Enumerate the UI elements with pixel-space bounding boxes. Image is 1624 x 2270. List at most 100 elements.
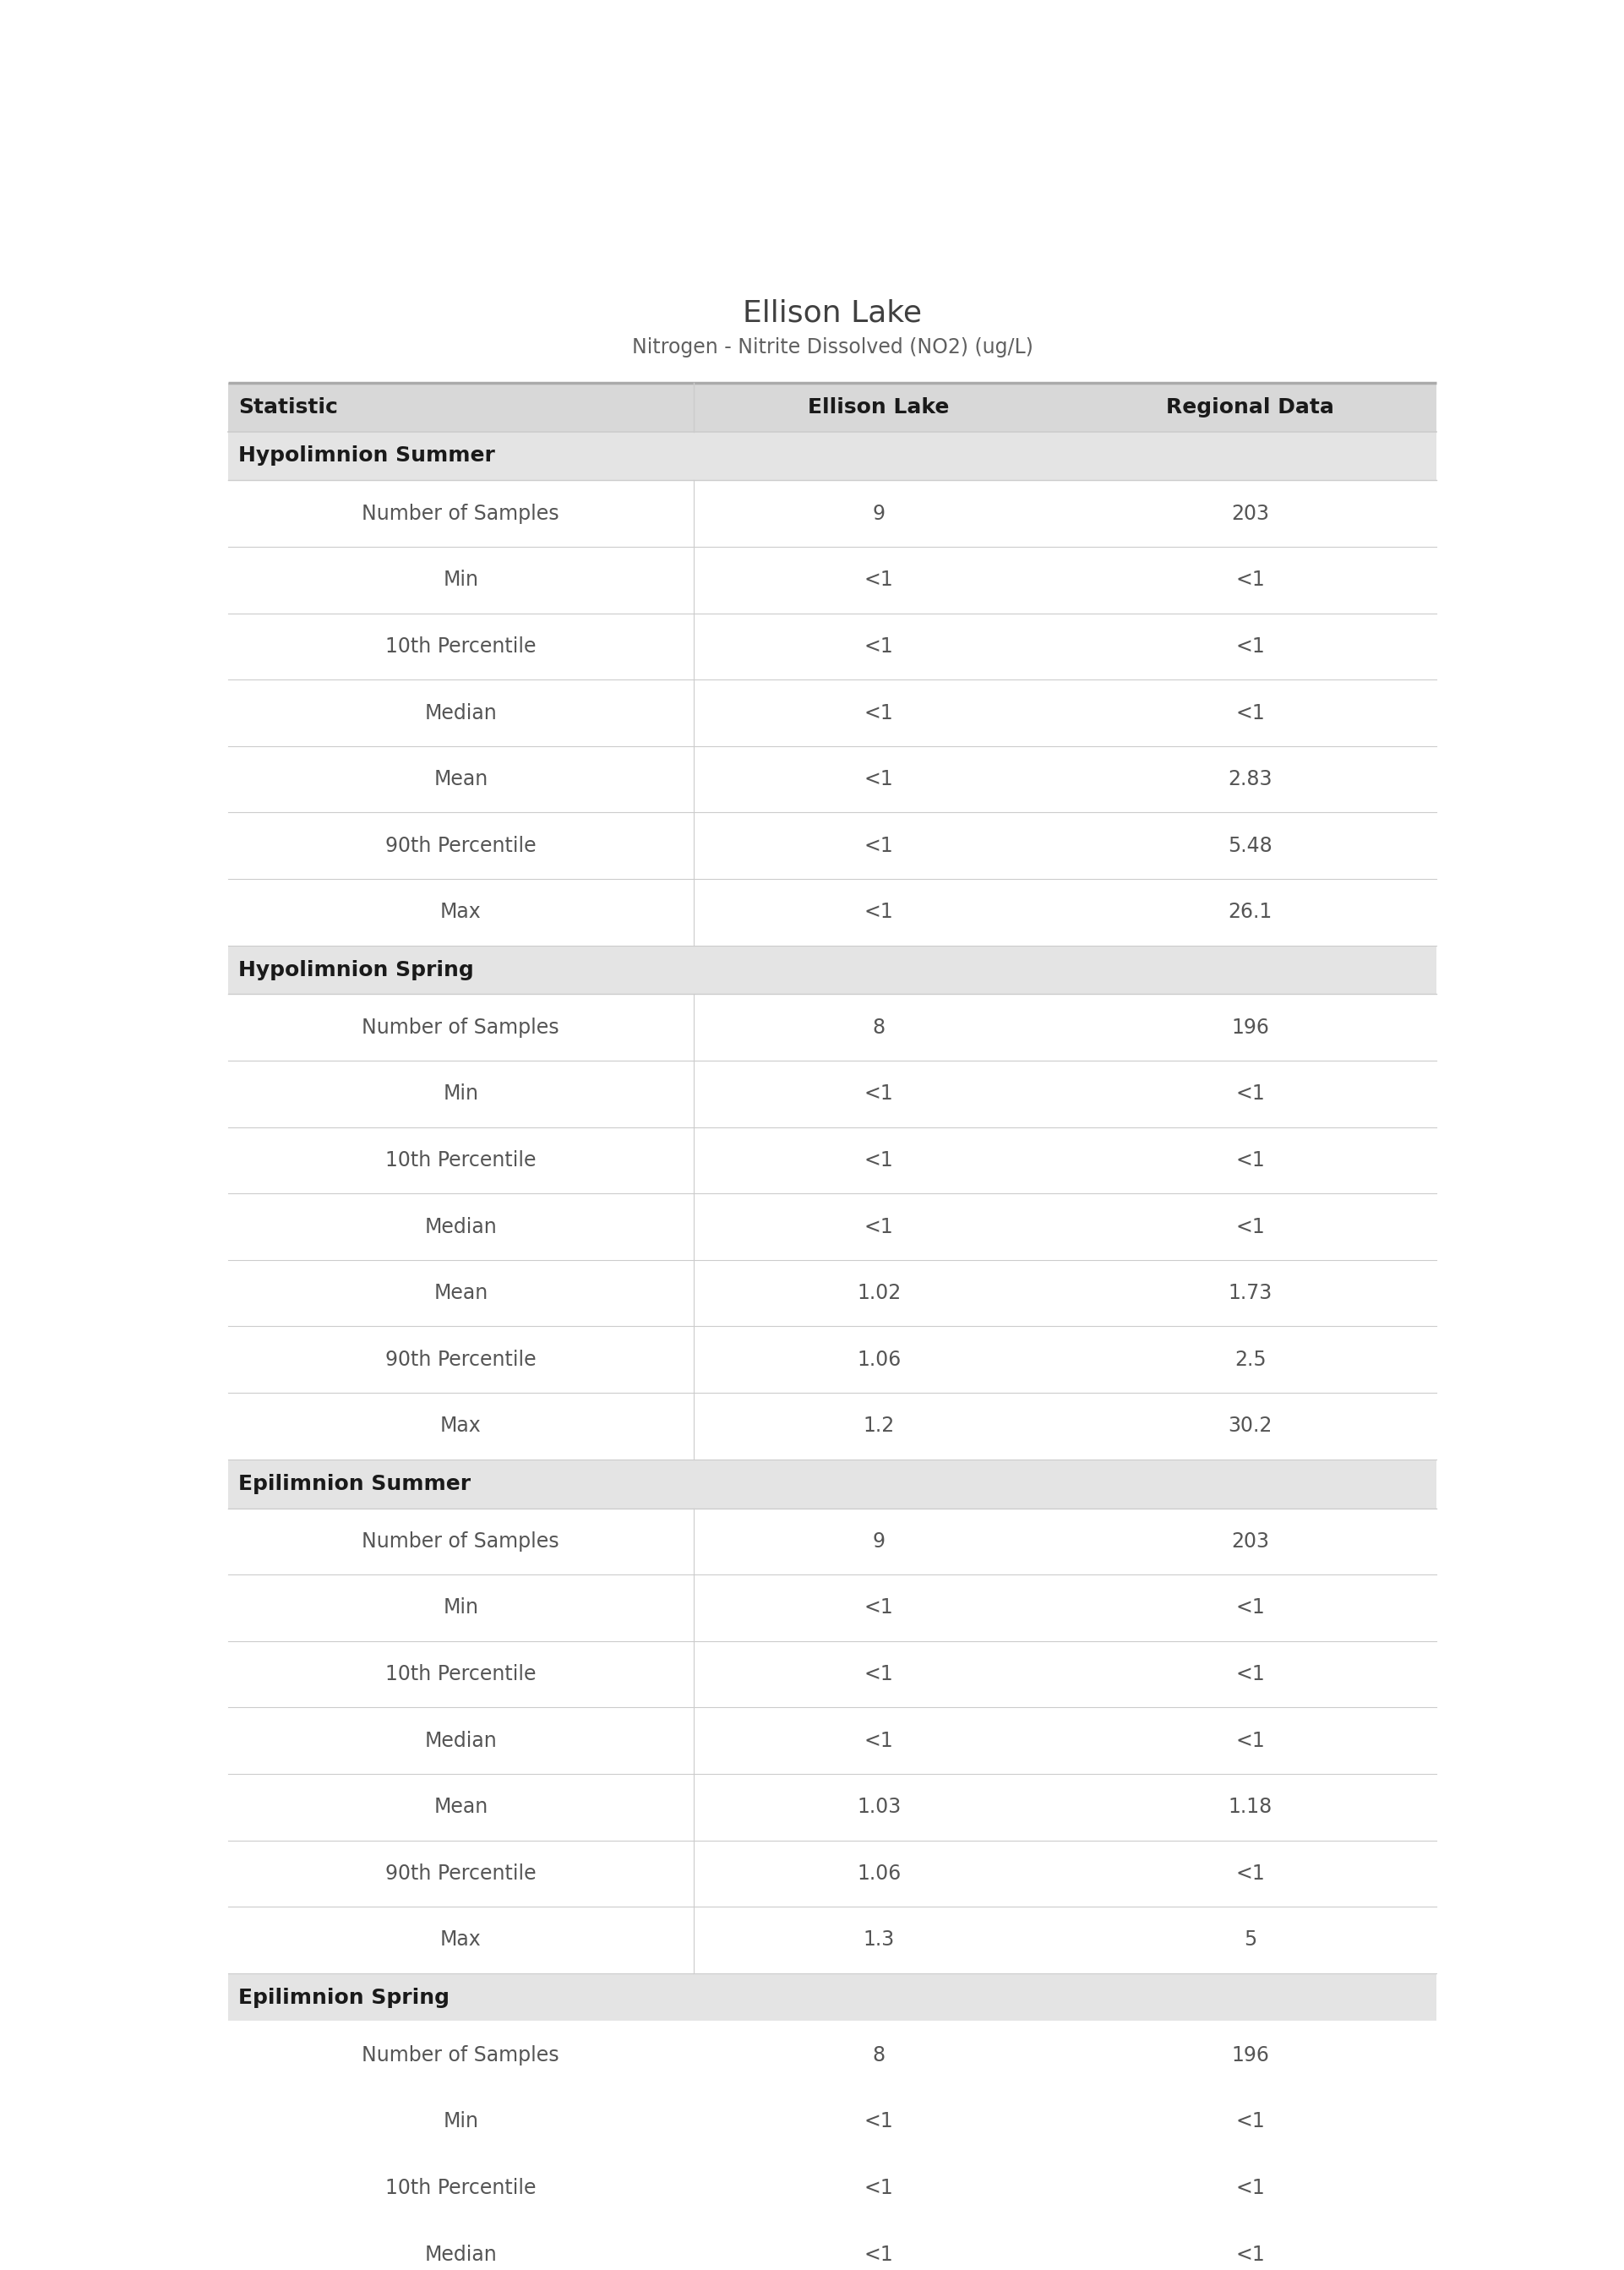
Text: 2.5: 2.5 [1234, 1348, 1267, 1369]
Text: <1: <1 [864, 570, 893, 590]
Text: Regional Data: Regional Data [1166, 397, 1335, 418]
Text: <1: <1 [1236, 1083, 1265, 1103]
Bar [227, 1507, 1436, 1575]
Text: Min: Min [443, 1083, 479, 1103]
Text: 9: 9 [872, 1532, 885, 1550]
Text: 196: 196 [1231, 1017, 1270, 1037]
Text: Min: Min [443, 570, 479, 590]
Bar [227, 613, 1436, 679]
Bar [227, 547, 1436, 613]
Text: 5: 5 [1244, 1930, 1257, 1950]
Text: <1: <1 [1236, 1151, 1265, 1171]
Text: Mean: Mean [434, 1798, 487, 1818]
Text: <1: <1 [1236, 1598, 1265, 1619]
Bar [227, 1460, 1436, 1507]
Text: 2.83: 2.83 [1228, 770, 1273, 790]
Text: Number of Samples: Number of Samples [362, 2045, 559, 2066]
Text: Ellison Lake: Ellison Lake [742, 300, 922, 327]
Text: 1.18: 1.18 [1228, 1798, 1273, 1818]
Text: Mean: Mean [434, 1283, 487, 1303]
Text: 196: 196 [1231, 2045, 1270, 2066]
Bar [227, 1773, 1436, 1841]
Bar [227, 2154, 1436, 2222]
Text: Median: Median [424, 2245, 497, 2265]
Text: 1.2: 1.2 [862, 1416, 895, 1437]
Text: Median: Median [424, 704, 497, 724]
Bar [227, 1973, 1436, 2023]
Text: 1.06: 1.06 [857, 1864, 901, 1884]
Text: <1: <1 [1236, 1730, 1265, 1750]
Text: <1: <1 [864, 1151, 893, 1171]
Text: 1.03: 1.03 [857, 1798, 901, 1818]
Bar [227, 2088, 1436, 2154]
Text: <1: <1 [864, 1598, 893, 1619]
Bar [227, 384, 1436, 431]
Text: Mean: Mean [434, 770, 487, 790]
Text: <1: <1 [1236, 1217, 1265, 1237]
Bar [227, 1575, 1436, 1641]
Bar [227, 1326, 1436, 1394]
Text: <1: <1 [864, 835, 893, 856]
Bar [227, 944, 1436, 994]
Text: 90th Percentile: 90th Percentile [385, 835, 536, 856]
Bar [227, 679, 1436, 747]
Text: 26.1: 26.1 [1228, 901, 1273, 922]
Text: Median: Median [424, 1217, 497, 1237]
Text: Max: Max [440, 1930, 481, 1950]
Text: <1: <1 [864, 2245, 893, 2265]
Bar [227, 1841, 1436, 1907]
Bar [227, 747, 1436, 813]
Text: <1: <1 [1236, 704, 1265, 724]
Text: 9: 9 [872, 504, 885, 524]
Text: Median: Median [424, 1730, 497, 1750]
Text: <1: <1 [1236, 2177, 1265, 2197]
Text: <1: <1 [864, 704, 893, 724]
Bar [227, 431, 1436, 481]
Text: 90th Percentile: 90th Percentile [385, 1348, 536, 1369]
Text: Number of Samples: Number of Samples [362, 1532, 559, 1550]
Text: <1: <1 [1236, 636, 1265, 656]
Bar [227, 2222, 1436, 2270]
Text: 30.2: 30.2 [1228, 1416, 1273, 1437]
Text: 10th Percentile: 10th Percentile [385, 1151, 536, 1171]
Text: 5.48: 5.48 [1228, 835, 1273, 856]
Text: <1: <1 [864, 2177, 893, 2197]
Text: Max: Max [440, 1416, 481, 1437]
Bar [227, 813, 1436, 878]
Text: 10th Percentile: 10th Percentile [385, 636, 536, 656]
Bar [227, 1394, 1436, 1460]
Text: Min: Min [443, 2111, 479, 2132]
Bar [227, 1128, 1436, 1194]
Text: <1: <1 [864, 770, 893, 790]
Text: <1: <1 [864, 901, 893, 922]
Bar [227, 878, 1436, 944]
Text: 10th Percentile: 10th Percentile [385, 2177, 536, 2197]
Text: <1: <1 [1236, 2111, 1265, 2132]
Text: Hypolimnion Spring: Hypolimnion Spring [239, 960, 474, 981]
Bar [227, 481, 1436, 547]
Text: 203: 203 [1231, 504, 1270, 524]
Text: 1.06: 1.06 [857, 1348, 901, 1369]
Text: Number of Samples: Number of Samples [362, 504, 559, 524]
Text: Nitrogen - Nitrite Dissolved (NO2) (ug/L): Nitrogen - Nitrite Dissolved (NO2) (ug/L… [632, 336, 1033, 356]
Bar [227, 1194, 1436, 1260]
Text: Max: Max [440, 901, 481, 922]
Text: Epilimnion Summer: Epilimnion Summer [239, 1473, 471, 1494]
Text: 1.02: 1.02 [857, 1283, 901, 1303]
Text: <1: <1 [864, 1217, 893, 1237]
Text: <1: <1 [1236, 1864, 1265, 1884]
Text: <1: <1 [1236, 570, 1265, 590]
Text: <1: <1 [864, 1083, 893, 1103]
Text: <1: <1 [864, 636, 893, 656]
Bar [227, 1060, 1436, 1128]
Text: 8: 8 [872, 2045, 885, 2066]
Text: <1: <1 [1236, 2245, 1265, 2265]
Text: Epilimnion Spring: Epilimnion Spring [239, 1989, 450, 2007]
Text: <1: <1 [864, 2111, 893, 2132]
Bar [227, 994, 1436, 1060]
Bar [227, 2023, 1436, 2088]
Text: Hypolimnion Summer: Hypolimnion Summer [239, 445, 495, 465]
Bar [227, 1707, 1436, 1773]
Text: Number of Samples: Number of Samples [362, 1017, 559, 1037]
Text: Statistic: Statistic [239, 397, 338, 418]
